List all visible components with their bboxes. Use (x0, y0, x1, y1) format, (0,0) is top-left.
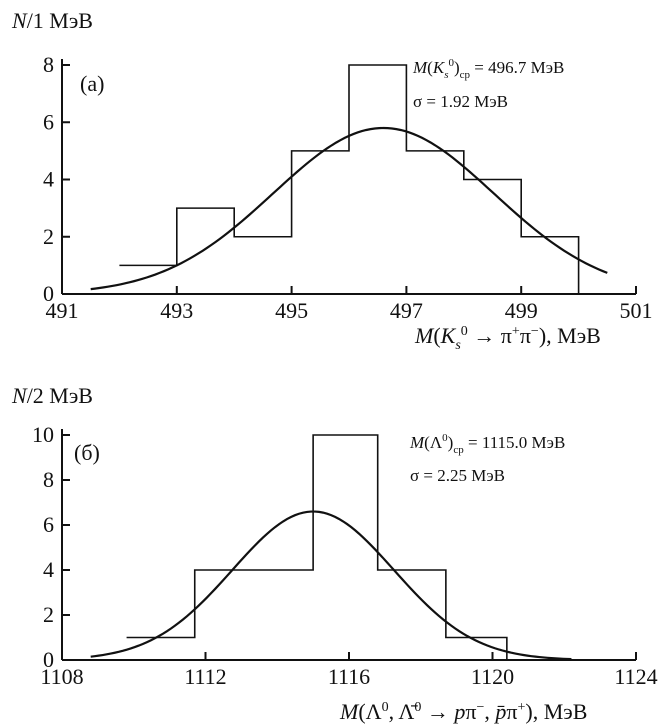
annotation-mean: M(Ks0)cp = 496.7 MэB (412, 57, 564, 81)
y-tick-label: 2 (43, 224, 54, 249)
x-tick-label: 495 (275, 298, 308, 323)
y-tick-label: 4 (43, 557, 54, 582)
histogram-bin (263, 570, 313, 660)
annotation-mean: M(Λ0)cp = 1115.0 MэB (409, 432, 565, 456)
y-tick-label: 8 (43, 52, 54, 77)
y-tick-label: 4 (43, 167, 54, 192)
x-axis-label: M(Ks0 → π+π−), MэB (414, 323, 601, 353)
x-tick-label: 1112 (184, 664, 226, 689)
histogram-outline (126, 434, 508, 660)
chart-panel-b: N/2 MэB (б) 1108 1112 1116 1120 11240246810 … (11, 383, 658, 724)
histogram-bin (234, 237, 291, 294)
x-tick-label: 501 (620, 298, 653, 323)
histogram-outline (119, 64, 580, 294)
histogram-bin (313, 435, 378, 660)
histogram-bin (464, 180, 521, 295)
axes (61, 59, 636, 295)
gaussian-curve (90, 126, 608, 291)
x-tick-label: 1124 (614, 664, 657, 689)
y-axis-label: N/2 MэB (11, 383, 93, 408)
histogram-bin (177, 208, 234, 294)
x-axis-label: M(Λ0, Λ̄0 → pπ−, p̄π+), MэB (339, 699, 587, 724)
chart-panel-a: N/1 MэB (a) 491 493 495 497 499 501 0 2 4 6 8 M(Ks… (11, 8, 653, 353)
x-tick-label: 497 (390, 298, 423, 323)
y-axis-label: N/1 MэB (11, 8, 93, 33)
histogram-bin (195, 570, 263, 660)
annotation-sigma: σ = 2.25 MэB (410, 466, 505, 485)
y-tick-label: 0 (43, 647, 54, 672)
ticks: 491 493 495 497 499 501 0 2 4 6 8 (43, 52, 653, 323)
x-tick-label: 499 (505, 298, 538, 323)
histogram (119, 64, 580, 295)
y-tick-label: 2 (43, 602, 54, 627)
panel-label: (б) (74, 440, 100, 465)
y-tick-label: 8 (43, 467, 54, 492)
y-tick-label: 6 (43, 512, 54, 537)
y-tick-label: 0 (43, 281, 54, 306)
x-tick-label: 1108 (40, 664, 83, 689)
x-tick-label: 1120 (471, 664, 514, 689)
histogram-bin (521, 237, 578, 294)
histogram-bin (127, 638, 195, 661)
gaussian-fit (90, 126, 608, 291)
annotation-sigma: σ = 1.92 MэB (413, 92, 508, 111)
x-tick-label: 493 (160, 298, 193, 323)
ticks: 1108 1112 1116 1120 1124 0 2 4 6 8 10 (32, 422, 658, 689)
gaussian-fit (90, 510, 572, 661)
histogram-bin (406, 151, 463, 294)
histogram-bin (349, 65, 406, 294)
gaussian-curve (90, 510, 572, 661)
histogram (126, 434, 508, 661)
y-tick-label: 10 (32, 422, 54, 447)
x-tick-label: 1116 (328, 664, 370, 689)
y-tick-label: 6 (43, 109, 54, 134)
panel-label: (a) (80, 71, 104, 96)
histogram-bin (378, 570, 446, 660)
histogram-bin (292, 151, 349, 294)
x-tick-label: 491 (46, 298, 79, 323)
